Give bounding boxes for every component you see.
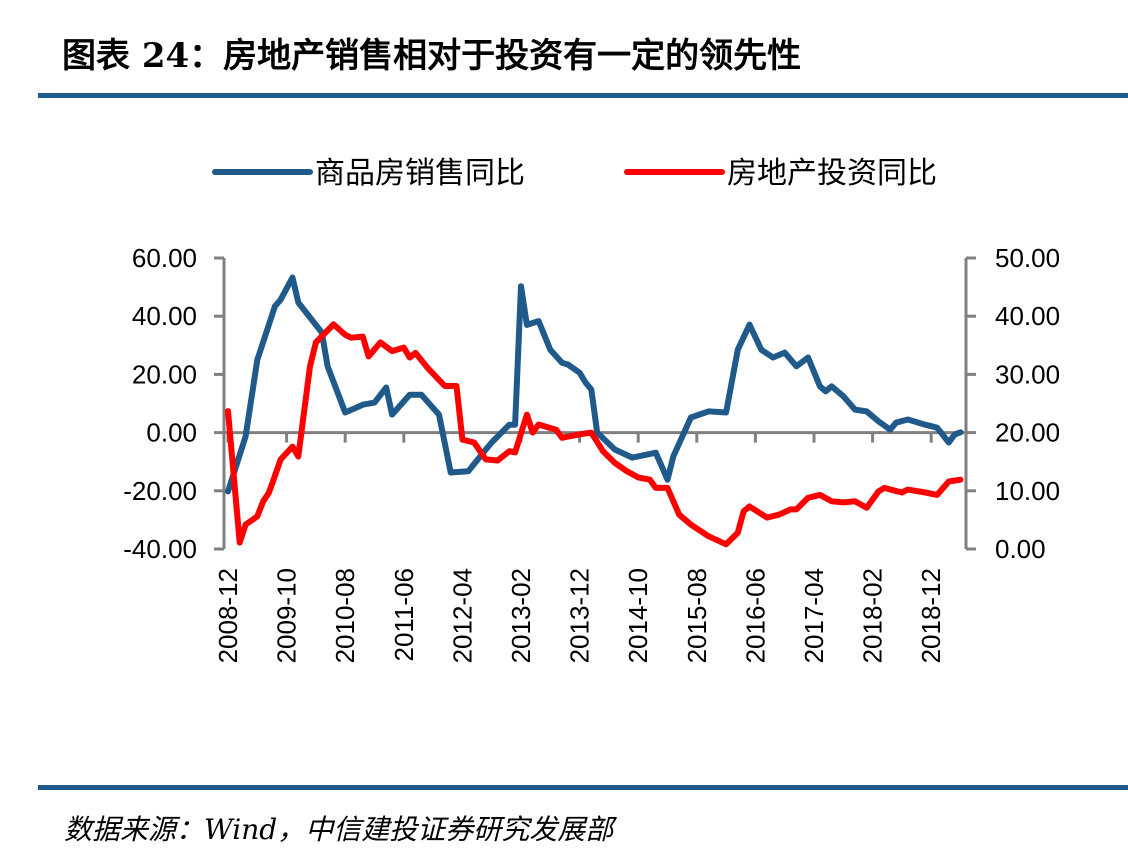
x-axis-tick-label: 2018-12 [916,568,946,663]
x-axis-tick-label: 2008-12 [213,568,243,663]
source-note: 数据来源：Wind，中信建投证券研究发展部 [64,813,614,846]
bottom-rule [38,785,1128,790]
left-axis-tick-label: 40.00 [132,301,197,331]
left-axis-tick-label: 0.00 [146,418,197,448]
series-line-investment [225,321,964,548]
legend-label: 商品房销售同比 [315,157,525,190]
right-axis-tick-label: 10.00 [995,476,1060,506]
top-rule [38,93,1128,98]
left-axis-tick-label: -40.00 [123,534,197,564]
right-axis-tick-label: 50.00 [995,243,1060,273]
left-axis-tick-label: 20.00 [132,359,197,389]
x-axis-tick-label: 2016-06 [740,568,770,663]
x-axis-tick-label: 2011-06 [389,568,419,662]
x-axis-tick-label: 2014-10 [623,568,653,663]
x-axis-tick-label: 2018-02 [858,568,888,663]
right-axis-tick-label: 20.00 [995,418,1060,448]
right-axis-tick-label: 0.00 [995,534,1046,564]
x-axis-tick-label: 2017-04 [799,568,829,663]
series-line-sales [225,274,964,495]
x-axis-tick-label: 2009-10 [272,568,302,663]
left-axis-tick-label: -20.00 [123,476,197,506]
right-axis-tick-label: 40.00 [995,301,1060,331]
x-axis-tick-label: 2013-02 [506,568,536,663]
left-axis-tick-label: 60.00 [132,243,197,273]
legend-label: 房地产投资同比 [727,157,937,190]
x-axis-tick-label: 2012-04 [447,568,477,663]
x-axis-tick-label: 2015-08 [682,568,712,663]
x-axis-tick-label: 2010-08 [330,568,360,663]
right-axis-tick-label: 30.00 [995,359,1060,389]
x-axis-tick-label: 2013-12 [565,568,595,663]
chart-title: 图表 24：房地产销售相对于投资有一定的领先性 [62,36,802,76]
